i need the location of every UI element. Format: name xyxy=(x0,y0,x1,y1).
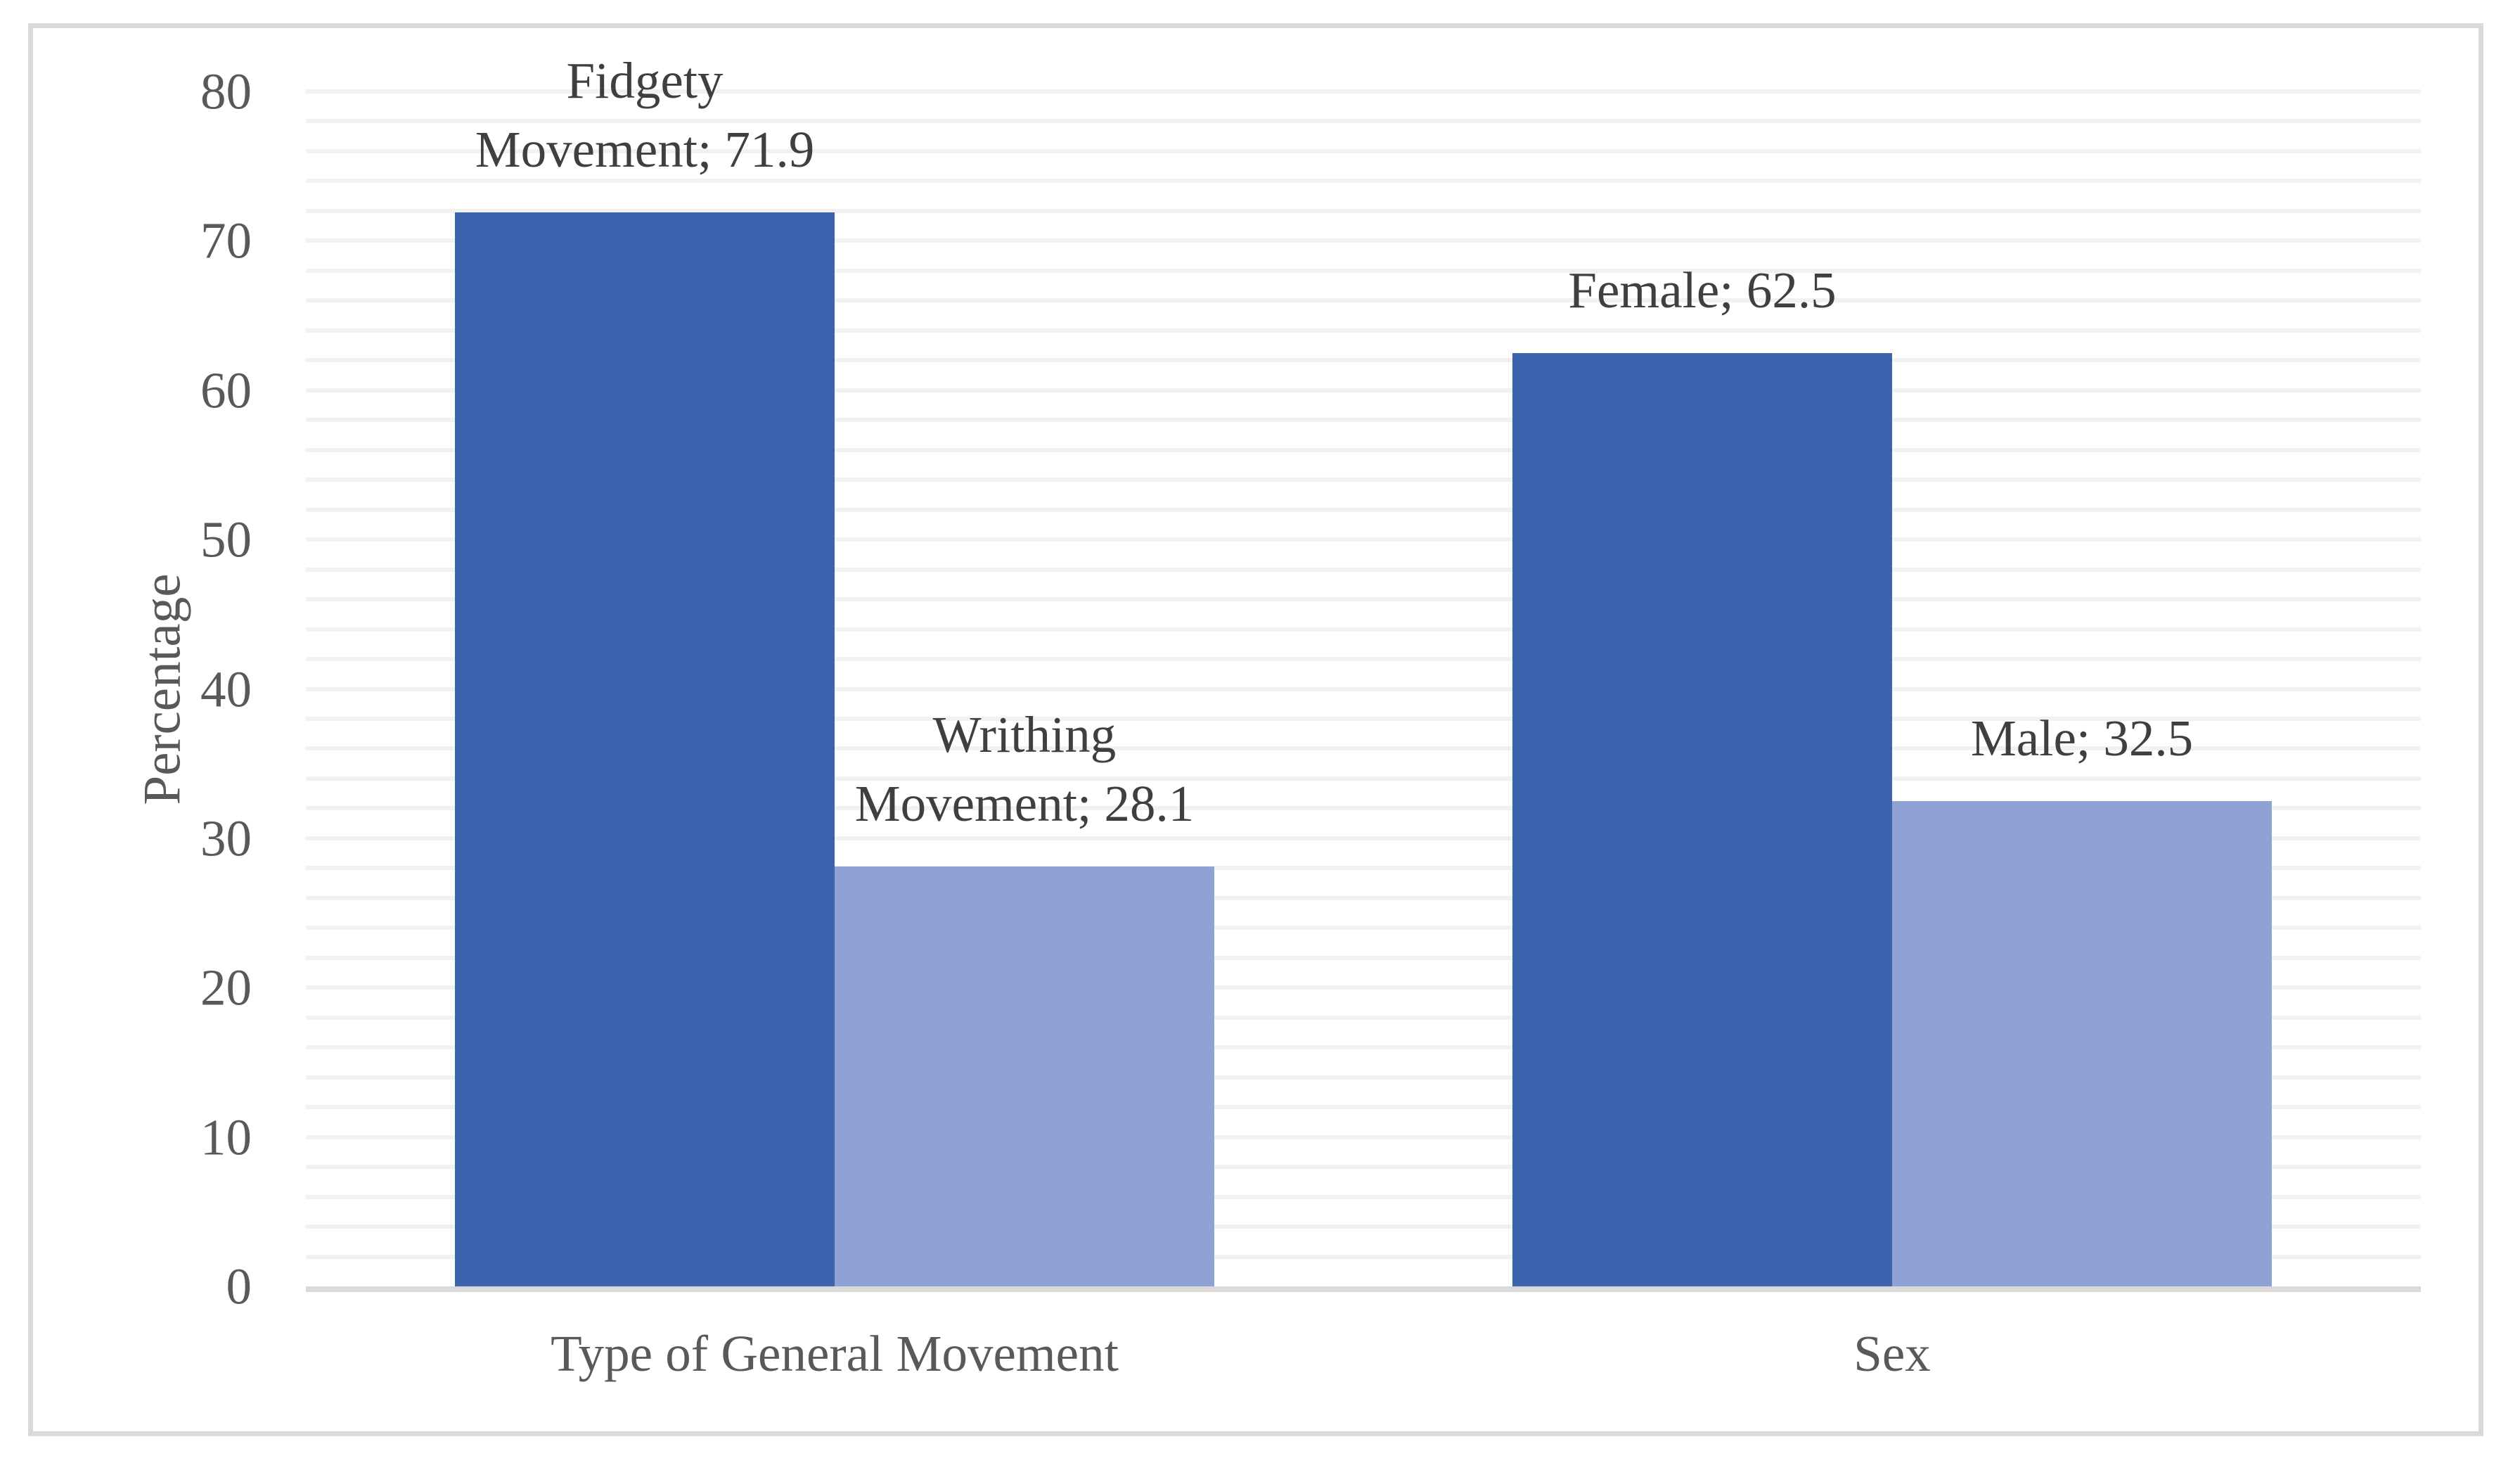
y-tick-label: 80 xyxy=(200,63,252,120)
gridline xyxy=(306,1165,2421,1170)
gridline xyxy=(306,1134,2421,1139)
gridline xyxy=(306,358,2421,363)
gridline xyxy=(306,1254,2421,1259)
bar-male xyxy=(1892,801,2272,1286)
gridline xyxy=(306,716,2421,721)
data-label-line: Movement; 71.9 xyxy=(475,121,815,178)
y-tick-label: 20 xyxy=(200,959,252,1016)
data-label-line: Female; 62.5 xyxy=(1568,262,1837,319)
data-label-line: Writhing xyxy=(932,706,1117,763)
gridline xyxy=(306,985,2421,990)
gridline xyxy=(306,328,2421,333)
gridline xyxy=(306,806,2421,811)
data-label-female: Female; 62.5 xyxy=(1568,256,1836,325)
y-tick-label: 70 xyxy=(200,212,252,269)
data-label-line: Movement; 28.1 xyxy=(854,775,1195,832)
x-axis-line xyxy=(306,1286,2421,1292)
gridline xyxy=(306,268,2421,273)
gridline xyxy=(306,836,2421,840)
bar-writhing-movement xyxy=(835,867,1214,1286)
data-label-line: Fidgety xyxy=(566,52,724,109)
data-label-fidgety-movement: Fidgety Movement; 71.9 xyxy=(475,46,815,184)
category-label-sex: Sex xyxy=(1853,1325,1931,1382)
y-tick-label: 50 xyxy=(200,511,252,568)
gridline xyxy=(306,208,2421,213)
bar-female xyxy=(1512,353,1892,1286)
gridline xyxy=(306,597,2421,602)
y-axis-title: Percentage xyxy=(133,573,192,805)
data-label-line: Male; 32.5 xyxy=(1970,710,2194,767)
gridline xyxy=(306,478,2421,482)
category-label-type-of-general-movement: Type of General Movement xyxy=(551,1325,1119,1382)
gridline xyxy=(306,746,2421,751)
gridline xyxy=(306,1224,2421,1229)
gridline xyxy=(306,1015,2421,1020)
data-label-writhing-movement: Writhing Movement; 28.1 xyxy=(855,701,1195,838)
gridline xyxy=(306,1075,2421,1080)
gridline xyxy=(306,895,2421,900)
gridline xyxy=(306,148,2421,153)
gridline xyxy=(306,388,2421,392)
gridline xyxy=(306,537,2421,542)
gridline xyxy=(306,657,2421,662)
y-tick-label: 0 xyxy=(226,1258,252,1315)
y-tick-label: 60 xyxy=(200,362,252,419)
gridline xyxy=(306,418,2421,423)
gridline xyxy=(306,955,2421,960)
gridline xyxy=(306,567,2421,572)
gridline xyxy=(306,238,2421,243)
gridline xyxy=(306,89,2421,94)
bar-fidgety-movement xyxy=(455,212,835,1286)
gridline xyxy=(306,776,2421,781)
gridline xyxy=(306,447,2421,452)
gridline xyxy=(306,866,2421,871)
y-tick-label: 40 xyxy=(200,660,252,717)
gridline xyxy=(306,179,2421,184)
gridline xyxy=(306,1194,2421,1199)
gridline xyxy=(306,1045,2421,1050)
data-label-male: Male; 32.5 xyxy=(1971,704,2193,773)
gridline xyxy=(306,627,2421,632)
gridline xyxy=(306,119,2421,124)
gridline xyxy=(306,298,2421,303)
gridline xyxy=(306,1105,2421,1110)
gridline xyxy=(306,507,2421,512)
gridline xyxy=(306,926,2421,931)
y-tick-label: 10 xyxy=(200,1108,252,1166)
y-tick-label: 30 xyxy=(200,810,252,867)
gridline xyxy=(306,686,2421,691)
